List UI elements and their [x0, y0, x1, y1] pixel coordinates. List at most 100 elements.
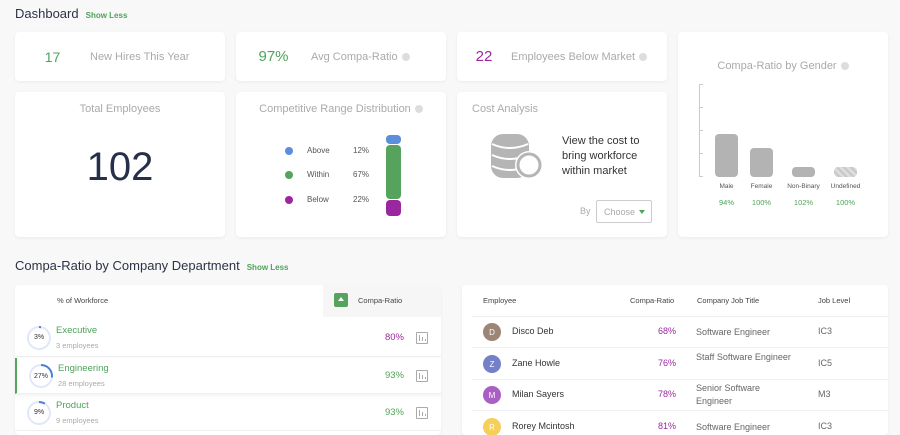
choose-select[interactable]: Choose [596, 200, 652, 223]
range-bar-within [386, 145, 401, 199]
department-name[interactable]: Engineering [58, 363, 109, 374]
workforce-pct: 3% [33, 334, 45, 341]
employee-row[interactable]: M Milan Sayers 78% Senior Software Engin… [472, 380, 888, 411]
department-row[interactable]: 9% Product 9 employees 93% [15, 394, 441, 431]
gender-bar-male[interactable] [715, 134, 738, 177]
new-hires-card: 17 New Hires This Year [15, 32, 225, 81]
gender-label: Non-Binary [787, 183, 820, 190]
job-level: IC5 [818, 358, 833, 368]
stat-value: 22 [475, 48, 493, 65]
legend-value: 12% [353, 146, 370, 155]
info-icon[interactable] [639, 52, 648, 61]
workforce-pct: 27% [33, 372, 48, 380]
legend-label: Above [307, 146, 330, 155]
info-icon[interactable] [401, 52, 410, 61]
employee-count: 9 employees [56, 415, 99, 425]
employee-table: Employee Compa-Ratio Company Job Title J… [462, 285, 888, 435]
legend-value: 22% [353, 195, 370, 204]
gender-value: 102% [793, 198, 814, 207]
range-bar-above [386, 135, 401, 144]
card-title: Compa-Ratio by Gender [678, 60, 888, 72]
compa-ratio-value: 76% [657, 358, 676, 368]
gender-bar-female[interactable] [750, 148, 773, 177]
employee-row[interactable]: D Disco Deb 68% Software Engineer IC3 [472, 317, 888, 348]
column-header-workforce[interactable]: % of Workforce [57, 296, 109, 305]
workforce-ring: 27% [29, 364, 53, 388]
stat-value: 97% [258, 48, 289, 65]
avatar: R [483, 418, 501, 435]
show-less-link[interactable]: Show Less [85, 11, 128, 20]
workforce-ring: 3% [27, 325, 51, 350]
stat-label: New Hires This Year [90, 50, 190, 63]
stat-value: 17 [44, 48, 61, 65]
avatar-initial: D [489, 327, 495, 337]
compa-ratio-value: 80% [384, 331, 404, 343]
employee-row[interactable]: R Rorey Mcintosh 81% Software Engineer I… [472, 412, 888, 435]
legend-label: Within [307, 170, 330, 179]
legend-value: 67% [353, 170, 370, 179]
gender-chart-card: Compa-Ratio by Gender Male 94% Female 100% N… [678, 32, 888, 237]
range-distribution-card: Competitive Range Distribution Above 12%… [236, 92, 446, 237]
by-label: By [580, 206, 591, 216]
employee-name[interactable]: Disco Deb [512, 326, 554, 336]
job-level: IC3 [818, 421, 833, 431]
column-header-compa-ratio[interactable]: Compa-Ratio [630, 296, 675, 305]
legend-label: Below [307, 195, 329, 204]
total-employees-card: Total Employees 102 [15, 92, 225, 237]
bar-chart-icon[interactable] [416, 331, 428, 344]
department-row[interactable]: 27% Engineering 28 employees 93% [15, 358, 441, 394]
job-title: Senior Software Engineer [696, 383, 761, 406]
compa-ratio-value: 93% [384, 406, 404, 418]
gender-label: Female [750, 183, 773, 190]
employee-name[interactable]: Zane Howle [512, 358, 561, 368]
department-table: % of Workforce Compa-Ratio 3% Executive … [15, 285, 441, 435]
job-level: IC3 [818, 326, 833, 336]
show-less-link[interactable]: Show Less [246, 263, 289, 272]
employee-name[interactable]: Rorey Mcintosh [512, 421, 575, 431]
stat-label: Avg Compa-Ratio [311, 50, 398, 63]
legend-dot-above [285, 147, 293, 155]
bar-chart-icon[interactable] [416, 406, 428, 419]
gender-bar-undefined[interactable] [834, 167, 857, 177]
employee-row[interactable]: Z Zane Howle 76% Staff Software Engineer… [472, 349, 888, 380]
range-bar-below [386, 200, 401, 216]
total-value: 102 [86, 145, 154, 189]
workforce-pct: 9% [33, 409, 45, 416]
cost-analysis-card: Cost Analysis View the cost to bring wor… [457, 92, 667, 237]
department-name[interactable]: Product [56, 399, 89, 411]
info-icon[interactable] [414, 105, 423, 114]
column-header-job-title[interactable]: Company Job Title [697, 296, 760, 305]
compa-ratio-value: 81% [657, 421, 676, 431]
bar-chart-icon[interactable] [416, 370, 428, 382]
page-title: Dashboard [15, 6, 79, 21]
sort-ascending-icon[interactable] [334, 293, 348, 307]
section-title: Compa-Ratio by Company Department [15, 258, 240, 273]
avatar-initial: M [488, 390, 496, 400]
info-icon[interactable] [840, 62, 849, 71]
avatar: M [483, 386, 501, 404]
select-value: Choose [604, 207, 636, 217]
title-text: Compa-Ratio by Gender [717, 60, 837, 72]
column-header-job-level[interactable]: Job Level [818, 296, 851, 305]
gender-label: Undefined [830, 183, 861, 190]
cost-description: View the cost to bring workforce within … [562, 135, 640, 177]
coins-icon [491, 134, 543, 179]
card-title: Total Employees [79, 103, 161, 115]
gender-bar-non-binary[interactable] [792, 167, 815, 177]
gender-value: 100% [835, 198, 856, 207]
card-title: Competitive Range Distribution [236, 103, 446, 115]
employee-name[interactable]: Milan Sayers [512, 389, 565, 399]
job-level: M3 [818, 389, 831, 399]
department-row[interactable]: 3% Executive 3 employees 80% [15, 318, 441, 357]
compa-ratio-value: 93% [384, 370, 404, 381]
card-title: Cost Analysis [472, 103, 539, 115]
department-name[interactable]: Executive [56, 324, 98, 336]
job-title: Staff Software Engineer [696, 352, 791, 362]
gender-label: Male [719, 183, 734, 190]
gender-value: 100% [751, 198, 772, 207]
workforce-ring: 9% [27, 400, 51, 425]
column-header-compa-ratio[interactable]: Compa-Ratio [358, 296, 403, 305]
section-header: Compa-Ratio by Company Department Show L… [15, 258, 289, 273]
title-text: Competitive Range Distribution [259, 103, 411, 115]
column-header-employee[interactable]: Employee [483, 296, 517, 305]
